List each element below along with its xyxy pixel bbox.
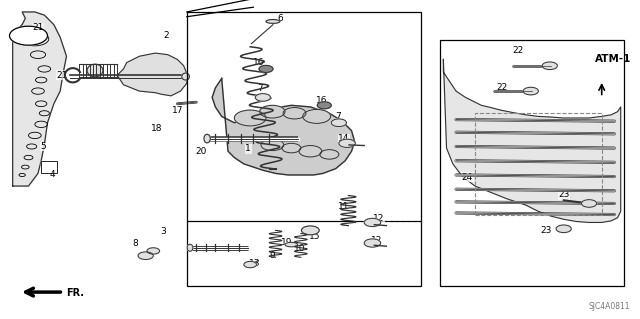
Text: 16: 16: [316, 96, 328, 105]
Circle shape: [299, 145, 322, 157]
Ellipse shape: [182, 73, 189, 80]
Circle shape: [556, 225, 572, 233]
Circle shape: [147, 248, 159, 254]
Circle shape: [364, 239, 381, 247]
Text: 12: 12: [371, 236, 382, 245]
Text: 1: 1: [245, 144, 251, 153]
Text: 23: 23: [558, 190, 570, 199]
Ellipse shape: [204, 134, 211, 143]
Text: 21: 21: [32, 23, 44, 32]
Circle shape: [138, 252, 153, 259]
Text: 21: 21: [56, 71, 68, 80]
Text: 2: 2: [163, 31, 169, 40]
Text: SJC4A0811: SJC4A0811: [589, 302, 630, 311]
Circle shape: [582, 200, 596, 207]
Bar: [440, 41, 624, 286]
Circle shape: [261, 139, 284, 151]
Circle shape: [259, 65, 273, 72]
Bar: [41, 161, 57, 174]
Text: 11: 11: [338, 202, 349, 211]
Ellipse shape: [266, 19, 280, 23]
Circle shape: [317, 102, 332, 109]
Circle shape: [282, 143, 301, 153]
Text: 9: 9: [269, 250, 275, 260]
Circle shape: [332, 119, 346, 127]
Ellipse shape: [187, 244, 193, 251]
Text: 17: 17: [172, 106, 183, 115]
Text: 12: 12: [373, 214, 385, 223]
Polygon shape: [212, 78, 355, 175]
Text: 10: 10: [294, 244, 305, 253]
Circle shape: [234, 110, 266, 126]
Ellipse shape: [87, 64, 103, 77]
Text: 7: 7: [257, 84, 262, 93]
Bar: [187, 12, 421, 286]
Text: 3: 3: [161, 226, 166, 235]
Circle shape: [255, 93, 271, 101]
Text: 7: 7: [335, 112, 341, 121]
Polygon shape: [117, 53, 187, 96]
Text: 18: 18: [151, 124, 163, 133]
Circle shape: [303, 109, 331, 123]
Text: ATM-1: ATM-1: [595, 55, 632, 64]
Circle shape: [260, 105, 285, 118]
Circle shape: [339, 139, 355, 147]
Text: 4: 4: [49, 170, 55, 180]
Text: 8: 8: [132, 239, 138, 248]
Bar: [41, 161, 57, 174]
Circle shape: [523, 87, 538, 95]
Text: 13: 13: [249, 259, 260, 268]
Text: 24: 24: [462, 173, 473, 182]
Text: 22: 22: [513, 46, 524, 55]
Circle shape: [244, 261, 257, 268]
Text: 23: 23: [540, 226, 552, 235]
Bar: [475, 113, 602, 215]
Circle shape: [542, 62, 557, 70]
Text: 6: 6: [277, 14, 283, 23]
Text: 20: 20: [196, 147, 207, 156]
Text: FR.: FR.: [67, 288, 84, 298]
Text: 5: 5: [40, 142, 46, 151]
Circle shape: [364, 218, 381, 226]
Text: 22: 22: [496, 84, 508, 93]
Ellipse shape: [285, 242, 298, 247]
Circle shape: [10, 26, 47, 45]
Text: 16: 16: [253, 58, 264, 67]
Circle shape: [320, 150, 339, 159]
Circle shape: [283, 108, 306, 119]
Circle shape: [301, 226, 319, 235]
Polygon shape: [444, 59, 621, 222]
Text: 15: 15: [309, 232, 321, 241]
Text: 14: 14: [339, 134, 349, 143]
Polygon shape: [13, 12, 67, 186]
Text: 19: 19: [280, 238, 292, 247]
